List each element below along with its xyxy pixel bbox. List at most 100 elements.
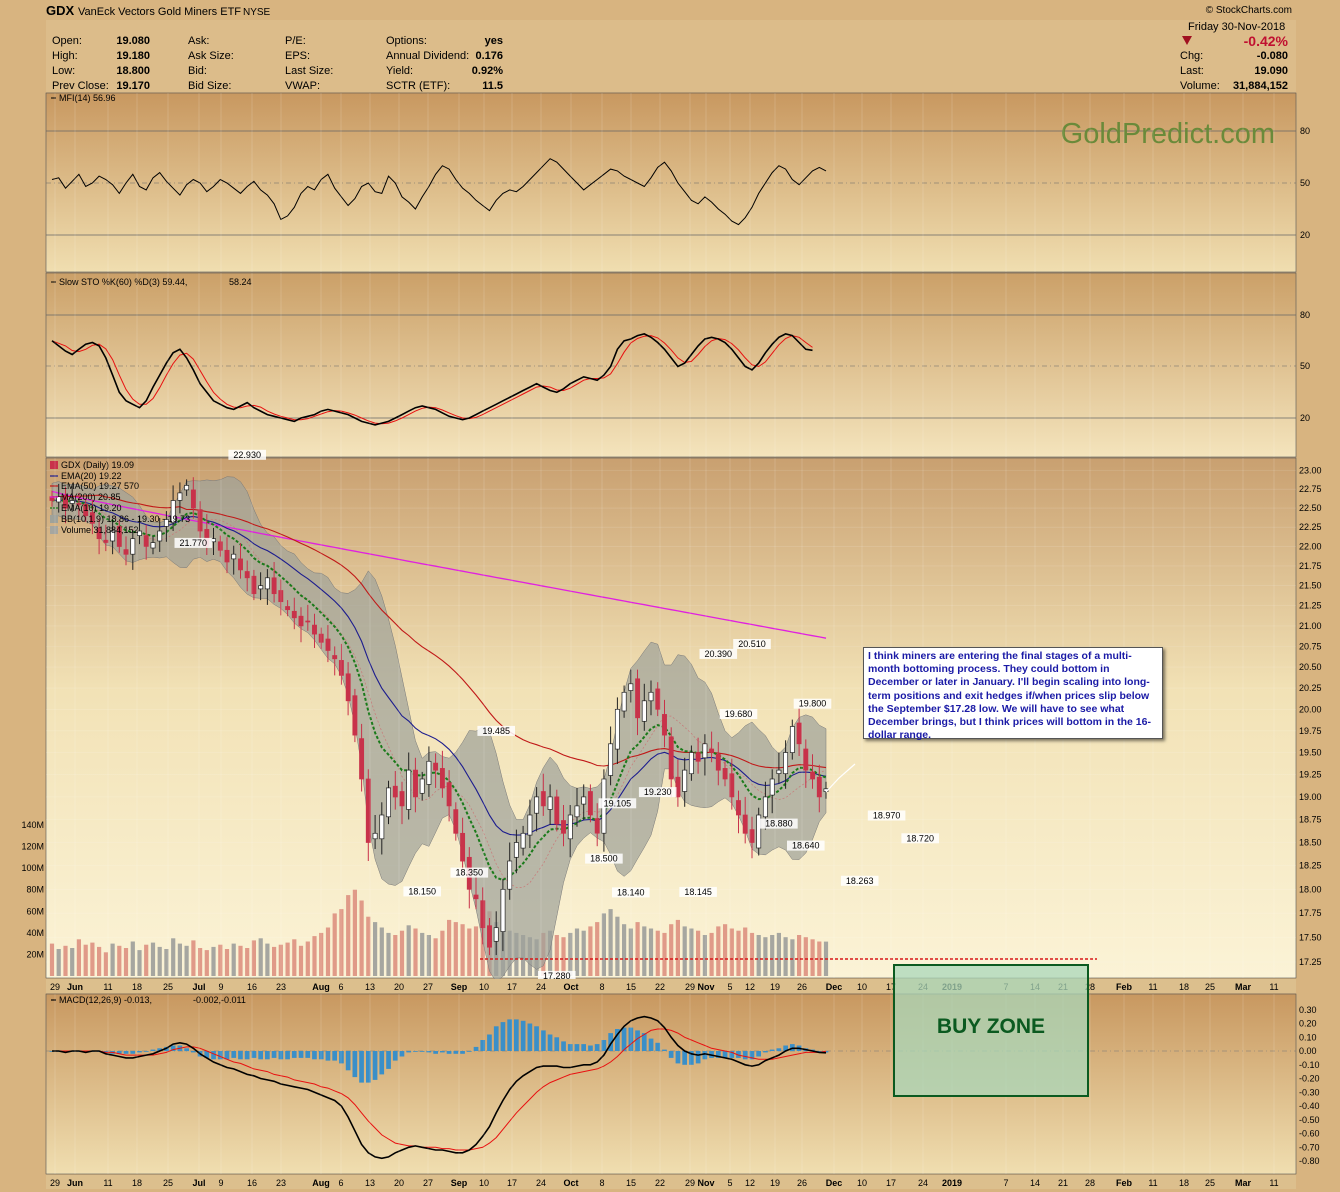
options-label: Options: [386, 35, 427, 47]
macd-histogram-bar [527, 1023, 533, 1051]
candle-body [137, 530, 142, 536]
macd-histogram-bar [736, 1051, 741, 1058]
candle-body [258, 585, 264, 590]
candle-body [709, 748, 715, 753]
volume-bar [63, 945, 68, 976]
prev-close-label: Prev Close: [52, 80, 109, 92]
macd-histogram-bar [621, 1027, 627, 1051]
sto-tick-20: 20 [1300, 413, 1310, 423]
date-tick: 29 [685, 1178, 695, 1188]
date-tick: 18 [1179, 1178, 1189, 1188]
candle-body [500, 888, 506, 932]
candle-body [379, 814, 385, 840]
candle-body [655, 688, 661, 710]
volume-bar [157, 946, 162, 976]
candle-body [419, 778, 425, 794]
macd-histogram-bar [702, 1051, 708, 1060]
candle-body [473, 894, 479, 900]
date-tick: 25 [1205, 1178, 1215, 1188]
volume-bar [736, 930, 741, 976]
candle-body [110, 530, 116, 542]
volume-bar [366, 916, 371, 976]
candle-body [365, 778, 371, 843]
date-tick: 12 [745, 982, 755, 992]
date-tick: Nov [697, 1178, 714, 1188]
volume-bar [352, 889, 357, 976]
volume-bar [682, 926, 687, 976]
sto-k-line [51, 333, 813, 426]
candle-body [816, 776, 822, 798]
candle-body [123, 549, 129, 555]
volume-bar [110, 943, 115, 976]
price-tick: 18.25 [1299, 861, 1322, 871]
analysis-note: I think miners are entering the final st… [863, 647, 1163, 741]
open-label: Open: [52, 35, 82, 47]
date-tick: 17 [507, 1178, 517, 1188]
price-label-bg [867, 810, 906, 821]
date-tick: 11 [1148, 982, 1157, 992]
volume-bar [561, 937, 566, 976]
candle-body [338, 660, 344, 676]
volume-bar [171, 938, 176, 977]
macd-histogram-bar [749, 1051, 755, 1060]
volume-bar [729, 928, 734, 976]
date-tick: 22 [655, 1178, 665, 1188]
volume-bar [251, 940, 256, 976]
macd-histogram-bar [534, 1026, 539, 1052]
ask-size-label: Ask Size: [188, 50, 234, 62]
macd-histogram-bar [816, 1051, 822, 1052]
volume-tick: 60M [26, 906, 44, 916]
volume-bar [298, 945, 304, 976]
candle-body [621, 691, 627, 712]
volume-bar [265, 943, 270, 976]
date-tick: Jun [67, 982, 83, 992]
volume-tick: 80M [26, 885, 44, 895]
price-label: 22.930 [233, 450, 261, 460]
candle-body [702, 743, 708, 759]
exchange: NYSE [243, 7, 271, 18]
macd-histogram-bar [689, 1051, 694, 1065]
legend-ma200: MA(200) 20.85 [61, 492, 121, 502]
candle-body [224, 549, 230, 563]
candle-body [264, 577, 270, 590]
volume-bar [709, 932, 714, 976]
candle-body [769, 778, 775, 796]
date-tick: 17 [886, 982, 896, 992]
macd-histogram-bar [157, 1048, 162, 1052]
legend-volume: Volume 31,884,152 [61, 525, 139, 535]
date-tick: Sep [451, 982, 468, 992]
macd-histogram-bar [480, 1040, 486, 1051]
macd-histogram-bar [103, 1051, 109, 1053]
candle-body [69, 500, 75, 504]
volume-bar [245, 948, 250, 976]
date-tick: 28 [1085, 1178, 1095, 1188]
macd-histogram-bar [695, 1051, 701, 1064]
candle-body [493, 927, 499, 942]
date-tick: 27 [423, 982, 433, 992]
volume-bar [278, 944, 283, 976]
date-tick: 13 [365, 1178, 375, 1188]
last-value: 19.090 [1254, 65, 1288, 77]
macd-line [52, 1015, 827, 1160]
price-tick: 17.75 [1299, 908, 1322, 918]
date-tick: Jul [192, 982, 205, 992]
candle-body [285, 606, 291, 611]
candle-body [446, 782, 452, 807]
macd-histogram-bar [460, 1051, 465, 1054]
volume-bar [198, 948, 203, 976]
date-tick: 19 [770, 982, 780, 992]
volume-bar [749, 932, 755, 976]
price-tick: 19.75 [1299, 726, 1322, 736]
macd-histogram-bar [507, 1019, 512, 1051]
candle-body [567, 814, 573, 840]
candle-body [742, 814, 748, 834]
candle-body [352, 695, 358, 736]
macd-histogram-bar [769, 1049, 775, 1051]
macd-tick: 0.20 [1299, 1019, 1317, 1029]
candle-body [325, 638, 331, 651]
volume-bar [662, 932, 667, 976]
volume-bar [379, 927, 384, 976]
price-label-bg [585, 853, 623, 864]
candle-body [271, 577, 277, 595]
legend-bb: BB(10,1.9) 18.86 - 19.30 - 19.73 [61, 514, 190, 524]
